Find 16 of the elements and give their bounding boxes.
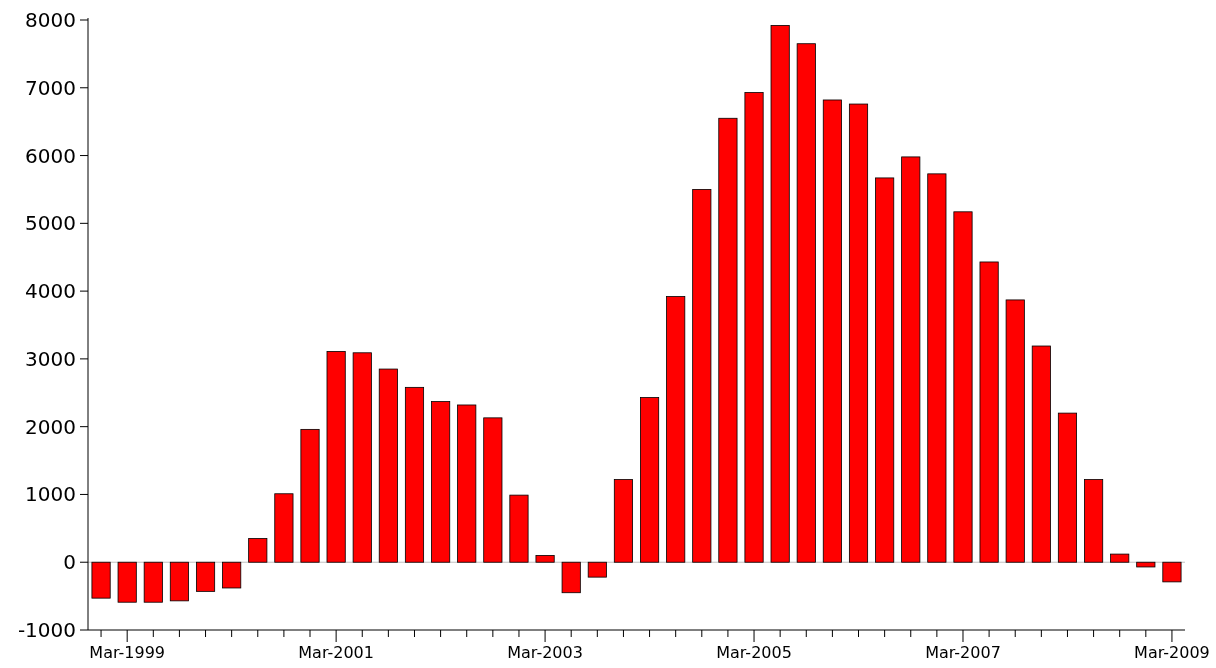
y-tick-label: 7000 [25,75,76,100]
x-tick-label: Mar-2001 [298,643,374,662]
y-tick-label: 2000 [25,414,76,439]
y-tick-label: 3000 [25,346,76,371]
x-tick-label: Mar-1999 [89,643,166,662]
y-tick-label: 6000 [25,143,76,168]
x-tick-label: Mar-2007 [925,643,1001,662]
y-tick-label: 1000 [25,482,76,507]
y-tick-label: 4000 [25,279,76,304]
x-tick-label: Mar-2003 [507,643,583,662]
y-tick-label: 0 [63,550,76,575]
x-tick-label: Mar-2009 [1134,643,1210,662]
y-tick-label: 5000 [25,211,76,236]
x-tick-label: Mar-2005 [716,643,792,662]
y-tick-label: -1000 [17,618,76,642]
y-tick-label: 8000 [25,8,76,32]
